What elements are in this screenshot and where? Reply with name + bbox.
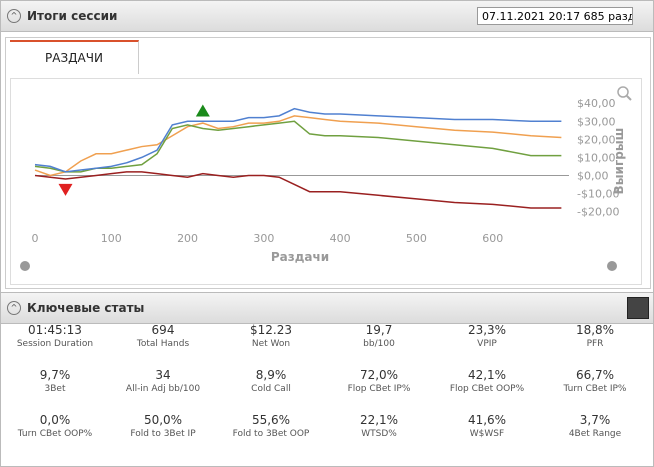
- stat: 22,1% WTSD%: [325, 413, 433, 439]
- info-icon[interactable]: [607, 261, 617, 271]
- stat: 41,6% W$WSF: [433, 413, 541, 439]
- y-tick-label: $40,00: [577, 97, 616, 110]
- stat-value: 41,6%: [467, 413, 507, 427]
- stat-value: 72,0%: [359, 368, 399, 382]
- stat-value: 8,9%: [255, 368, 287, 382]
- marker: [195, 104, 210, 117]
- collapse-button[interactable]: ^: [7, 9, 21, 23]
- x-tick-label: 400: [330, 232, 351, 245]
- stat-value: 42,1%: [467, 368, 507, 382]
- stat-label: WTSD%: [361, 429, 397, 439]
- chart-panel: РАЗДАЧИ Раздачи Выигрыш $40,00 $30,00 $20,…: [5, 37, 651, 289]
- stat-label: Net Won: [251, 339, 291, 349]
- x-tick-label: 100: [101, 232, 122, 245]
- stat: 23,3% VPIP: [433, 323, 541, 349]
- y-tick-label: $10,00: [577, 151, 616, 164]
- y-tick-label: $0,00: [577, 169, 609, 182]
- stat-value: 22,1%: [359, 413, 399, 427]
- stat: 19,7 bb/100: [325, 323, 433, 349]
- x-tick-label: 600: [482, 232, 503, 245]
- stats-title: Ключевые статы: [27, 301, 145, 315]
- stat-value: $12.23: [250, 323, 292, 337]
- layout-button[interactable]: [627, 297, 649, 319]
- chart: Раздачи Выигрыш $40,00 $30,00 $20,00 $10,00…: [20, 86, 632, 271]
- stat-value: 50,0%: [143, 413, 183, 427]
- settings-icon[interactable]: [20, 261, 30, 271]
- header-bar: ^ Итоги сессии 07.11.2021 20:17 685 разд…: [1, 1, 653, 32]
- x-tick-label: 0: [32, 232, 39, 245]
- stat: 8,9% Cold Call: [217, 368, 325, 394]
- x-tick-label: 300: [253, 232, 274, 245]
- stat: $12.23 Net Won: [217, 323, 325, 349]
- x-axis-label: Раздачи: [271, 250, 329, 264]
- y-tick-label: -$20,00: [577, 206, 619, 219]
- y-axis-label: Выигрыш: [612, 128, 626, 195]
- stat: 694 Total Hands: [109, 323, 217, 349]
- stat-value: 66,7%: [575, 368, 615, 382]
- zoom-icon[interactable]: [617, 86, 629, 98]
- header-title: Итоги сессии: [27, 9, 118, 23]
- stat-label: Total Hands: [136, 339, 190, 349]
- stat-label: VPIP: [477, 339, 497, 349]
- stat: 50,0% Fold to 3Bet IP: [109, 413, 217, 439]
- stat: 9,7% 3Bet: [1, 368, 109, 394]
- series-line: [34, 107, 562, 173]
- stat-label: Fold to 3Bet OOP: [232, 429, 310, 439]
- stat-label: bb/100: [363, 339, 395, 349]
- stat-label: W$WSF: [469, 429, 505, 439]
- chart-frame: Раздачи Выигрыш $40,00 $30,00 $20,00 $10,00…: [10, 78, 642, 285]
- stat-value: 55,6%: [251, 413, 291, 427]
- x-tick-label: 500: [406, 232, 427, 245]
- session-select[interactable]: 07.11.2021 20:17 685 раздач): [477, 7, 633, 25]
- y-tick-label: $20,00: [577, 133, 616, 146]
- stat: 42,1% Flop CBet OOP%: [433, 368, 541, 394]
- stat: 3,7% 4Bet Range: [541, 413, 649, 439]
- stat-value: 34: [155, 368, 171, 382]
- collapse-button[interactable]: ^: [7, 301, 21, 315]
- stat-label: PFR: [586, 339, 604, 349]
- stat-value: 3,7%: [579, 413, 611, 427]
- stat-value: 23,3%: [467, 323, 507, 337]
- stat: 72,0% Flop CBet IP%: [325, 368, 433, 394]
- stat-label: Turn CBet OOP%: [17, 429, 93, 439]
- stat-value: 19,7: [365, 323, 393, 337]
- stat-label: 3Bet: [44, 384, 66, 394]
- stat-label: All-in Adj bb/100: [125, 384, 201, 394]
- zoom-icon-handle: [626, 95, 632, 101]
- y-tick-label: $30,00: [577, 115, 616, 128]
- stat-label: Fold to 3Bet IP: [130, 429, 196, 439]
- marker: [58, 183, 73, 196]
- stat-label: Flop CBet OOP%: [449, 384, 525, 394]
- series-line: [34, 171, 562, 209]
- stat: 55,6% Fold to 3Bet OOP: [217, 413, 325, 439]
- stat-value: 0,0%: [39, 413, 71, 427]
- y-tick-label: -$10,00: [577, 188, 619, 201]
- series-line: [34, 115, 562, 177]
- stat-value: 9,7%: [39, 368, 71, 382]
- stats-bar: ^ Ключевые статы: [1, 292, 653, 324]
- stat-label: Flop CBet IP%: [347, 384, 411, 394]
- stat: 18,8% PFR: [541, 323, 649, 349]
- stat: 0,0% Turn CBet OOP%: [1, 413, 109, 439]
- stat: 01:45:13 Session Duration: [1, 323, 109, 349]
- stat-label: Session Duration: [16, 339, 94, 349]
- stat-value: 01:45:13: [28, 323, 82, 337]
- stat: 34 All-in Adj bb/100: [109, 368, 217, 394]
- stat-label: Cold Call: [251, 384, 291, 394]
- stat-label: 4Bet Range: [568, 429, 622, 439]
- x-tick-label: 200: [177, 232, 198, 245]
- stat: 66,7% Turn CBet IP%: [541, 368, 649, 394]
- stat-value: 694: [151, 323, 175, 337]
- tab[interactable]: РАЗДАЧИ: [10, 40, 139, 74]
- stat-label: Turn CBet IP%: [563, 384, 627, 394]
- series-line: [34, 120, 562, 173]
- stat-value: 18,8%: [575, 323, 615, 337]
